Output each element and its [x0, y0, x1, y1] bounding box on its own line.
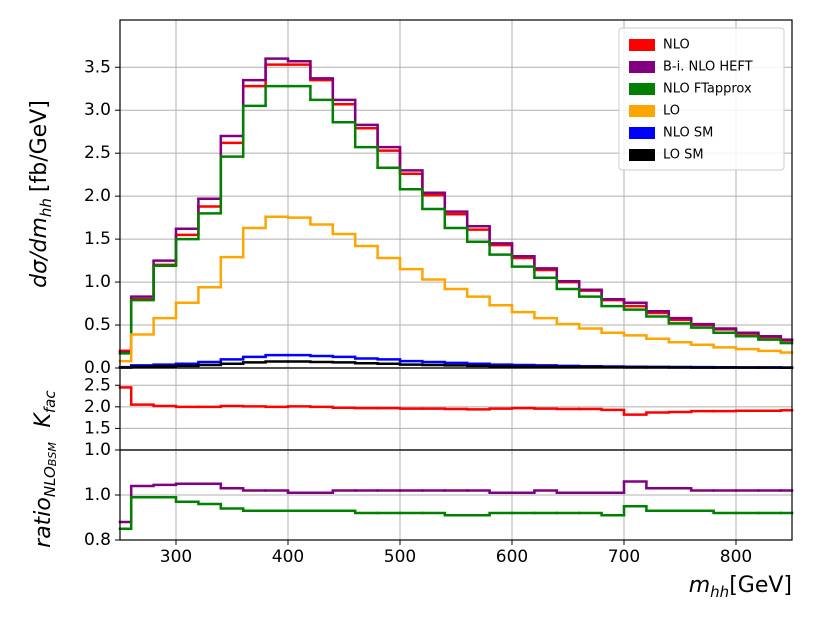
x-tick-label: 500 [384, 547, 416, 567]
y-tick-label: 1.5 [84, 229, 111, 249]
y-tick-label: 1.0 [84, 485, 111, 505]
y-axis-label: Kfac [31, 390, 59, 428]
y-tick-label: 0.0 [84, 358, 111, 378]
y-tick-label: 2.5 [84, 375, 111, 395]
legend-swatch [629, 149, 655, 161]
y-tick-label: 3.5 [84, 57, 111, 77]
label-text: m [689, 573, 710, 598]
label-unit: [GeV] [729, 573, 792, 598]
label-sub: fac [41, 390, 59, 413]
legend-label: LO SM [663, 148, 704, 163]
label-subsub: BSM [46, 442, 59, 467]
label-text: ratio [31, 497, 56, 548]
x-tick-label: 700 [608, 547, 640, 567]
y-tick-label: 2.5 [84, 143, 111, 163]
legend-label: B-i. NLO HEFT [663, 60, 753, 75]
legend-swatch [629, 105, 655, 117]
legend-label: NLO [663, 38, 690, 53]
x-tick-label: 800 [720, 547, 752, 567]
y-tick-label: 1.0 [84, 272, 111, 292]
legend-swatch [629, 61, 655, 73]
y-tick-label: 1.5 [84, 418, 111, 438]
label-unit: [fb/GeV] [27, 100, 52, 192]
x-tick-label: 600 [496, 547, 528, 567]
legend-label: LO [663, 104, 680, 119]
legend-label: NLO SM [663, 126, 713, 141]
legend-label: NLO FTapprox [663, 82, 752, 97]
y-tick-label: 2.0 [84, 186, 111, 206]
legend-swatch [629, 83, 655, 95]
y-tick-label: 2.0 [84, 397, 111, 417]
label-sub: NLO [41, 466, 59, 497]
y-axis-label: ratioNLOBSM [31, 442, 59, 548]
legend-swatch [629, 127, 655, 139]
y-tick-label: 0.8 [84, 530, 111, 550]
plot-frame [119, 449, 793, 541]
x-tick-label: 300 [160, 547, 192, 567]
y-tick-label: 3.0 [84, 100, 111, 120]
legend-box [618, 27, 785, 171]
y-tick-label: 1.0 [84, 440, 111, 460]
legend-swatch [629, 39, 655, 51]
label-text: K [31, 412, 56, 428]
y-axis-label: dσ/dmhh [fb/GeV] [27, 100, 55, 288]
y-tick-label: 0.5 [84, 315, 111, 335]
label-sub: hh [37, 198, 55, 217]
x-axis-label: mhh[GeV] [689, 573, 792, 601]
label-sub: hh [710, 583, 729, 601]
x-tick-label: 400 [272, 547, 304, 567]
label-text: dσ/dm [27, 217, 52, 288]
